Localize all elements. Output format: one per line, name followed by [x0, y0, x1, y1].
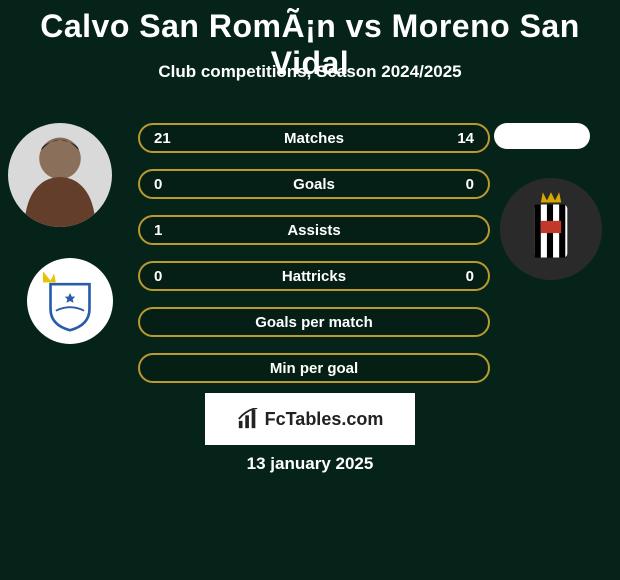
- club-right-badge: [500, 178, 602, 280]
- stat-label: Goals: [194, 176, 434, 193]
- stat-right-value: 0: [434, 268, 474, 285]
- club-crest-icon: [43, 270, 97, 332]
- stat-label: Matches: [194, 130, 434, 147]
- stat-right-value: 14: [434, 130, 474, 147]
- stat-row: 0Goals0: [138, 169, 490, 199]
- player-right-avatar: [494, 123, 590, 149]
- brand-box: FcTables.com: [205, 393, 415, 445]
- stat-label: Min per goal: [194, 360, 434, 377]
- stat-left-value: 1: [154, 222, 194, 239]
- person-silhouette-icon: [8, 123, 112, 227]
- stat-left-value: 0: [154, 176, 194, 193]
- stat-label: Assists: [194, 222, 434, 239]
- stat-row: 1Assists: [138, 215, 490, 245]
- stats-container: 21Matches140Goals01Assists0Hattricks0Goa…: [138, 123, 490, 399]
- club-crest-icon: [500, 178, 602, 280]
- stat-row: Min per goal: [138, 353, 490, 383]
- chart-bars-icon: [237, 408, 259, 430]
- stat-left-value: 0: [154, 268, 194, 285]
- footer-date: 13 january 2025: [0, 454, 620, 474]
- stat-label: Hattricks: [194, 268, 434, 285]
- stat-row: 0Hattricks0: [138, 261, 490, 291]
- player-left-avatar: [8, 123, 112, 227]
- stat-row: 21Matches14: [138, 123, 490, 153]
- stat-row: Goals per match: [138, 307, 490, 337]
- brand-text: FcTables.com: [265, 409, 384, 430]
- stat-label: Goals per match: [194, 314, 434, 331]
- stat-right-value: 0: [434, 176, 474, 193]
- subtitle: Club competitions, Season 2024/2025: [0, 62, 620, 82]
- club-left-badge: [27, 258, 113, 344]
- stat-left-value: 21: [154, 130, 194, 147]
